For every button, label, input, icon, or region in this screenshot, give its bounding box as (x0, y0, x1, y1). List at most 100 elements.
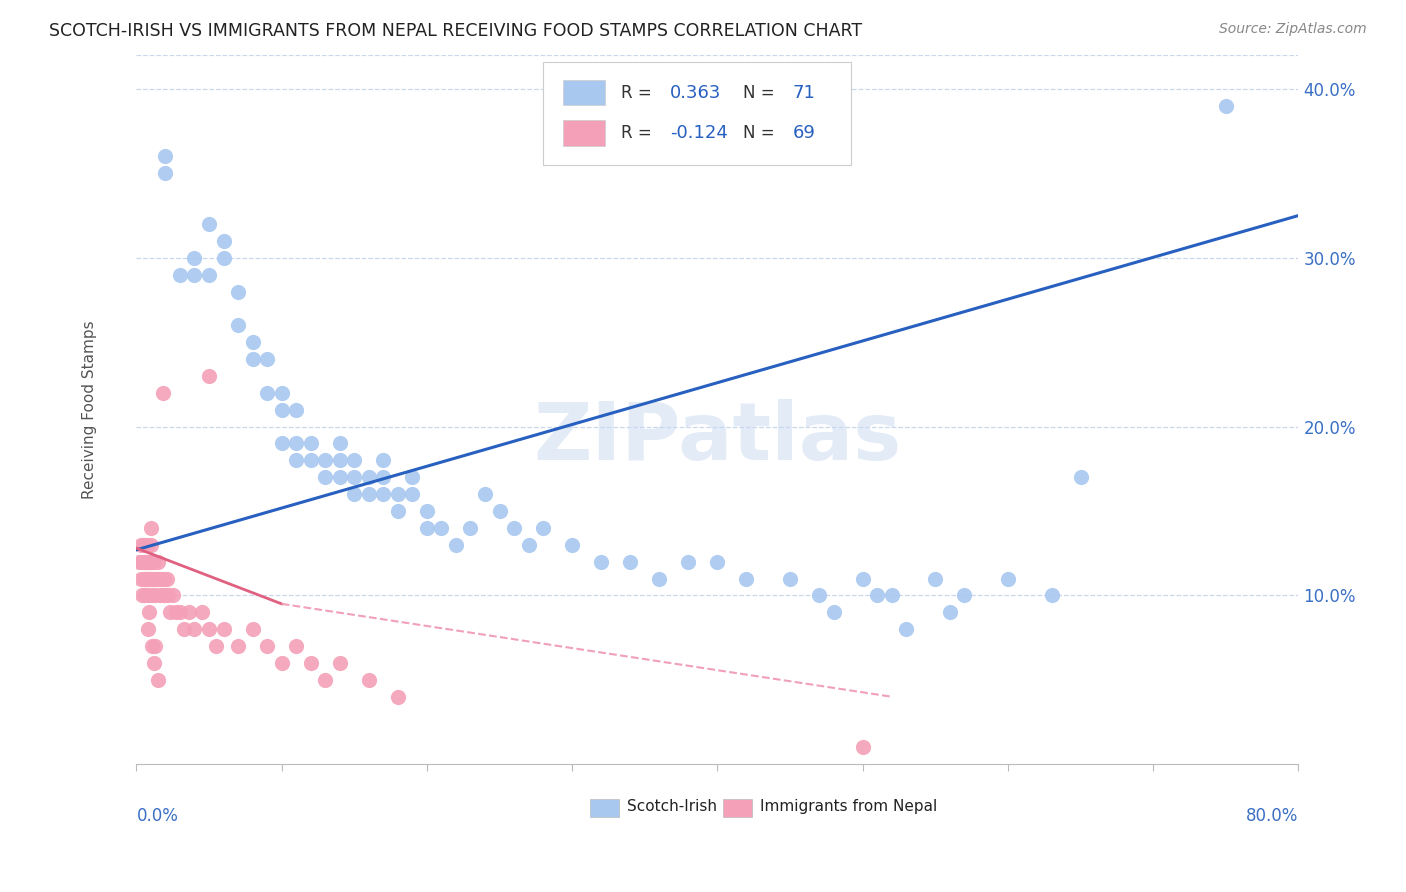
Point (159, 605, 181, 619)
Text: 80.0%: 80.0% (1246, 807, 1299, 825)
Point (387, 504, 409, 518)
Point (373, 453, 395, 467)
Text: N =: N = (742, 84, 780, 102)
Point (779, 572, 801, 586)
Point (198, 217, 221, 231)
Point (242, 622, 264, 636)
Text: 0.363: 0.363 (669, 84, 721, 102)
Point (401, 487, 423, 501)
Point (134, 572, 156, 586)
Point (183, 251, 205, 265)
Point (142, 555, 165, 569)
Text: R =: R = (621, 84, 657, 102)
Point (329, 453, 352, 467)
Point (226, 318, 249, 333)
Point (136, 555, 159, 569)
Point (155, 166, 177, 180)
Point (132, 555, 155, 569)
FancyBboxPatch shape (562, 80, 605, 105)
Point (387, 690, 409, 704)
Point (129, 538, 152, 552)
Point (531, 521, 554, 535)
Point (141, 589, 163, 603)
Point (896, 622, 918, 636)
Text: 0.0%: 0.0% (136, 807, 179, 825)
Point (924, 572, 946, 586)
Text: Receiving Food Stamps: Receiving Food Stamps (83, 320, 97, 499)
Point (561, 538, 583, 552)
Point (460, 521, 482, 535)
Point (135, 572, 157, 586)
Point (256, 352, 278, 367)
Point (430, 521, 453, 535)
Point (173, 622, 195, 636)
Point (169, 605, 191, 619)
Point (357, 673, 380, 687)
Point (162, 589, 184, 603)
Point (145, 572, 167, 586)
Point (880, 589, 903, 603)
FancyBboxPatch shape (543, 62, 851, 165)
Point (183, 622, 205, 636)
Point (314, 673, 336, 687)
Point (198, 268, 221, 282)
Point (866, 589, 889, 603)
Point (474, 487, 496, 501)
Point (488, 504, 510, 518)
Point (270, 385, 292, 400)
Point (177, 605, 200, 619)
Point (132, 572, 155, 586)
Point (343, 453, 366, 467)
Point (142, 656, 165, 670)
Point (270, 436, 292, 450)
Point (134, 589, 156, 603)
Point (1040, 589, 1063, 603)
Point (165, 605, 187, 619)
Point (139, 572, 162, 586)
Point (285, 402, 308, 417)
Point (157, 589, 180, 603)
FancyBboxPatch shape (562, 120, 605, 146)
Point (808, 589, 831, 603)
Point (1070, 470, 1092, 484)
Point (735, 572, 758, 586)
Point (270, 402, 292, 417)
Point (143, 639, 166, 653)
Point (141, 639, 163, 653)
Point (212, 251, 235, 265)
Point (517, 538, 540, 552)
Point (299, 453, 322, 467)
Point (131, 589, 153, 603)
Text: 71: 71 (793, 84, 815, 102)
Text: Scotch-Irish: Scotch-Irish (627, 799, 717, 814)
Point (153, 572, 176, 586)
Point (373, 470, 395, 484)
Text: SCOTCH-IRISH VS IMMIGRANTS FROM NEPAL RECEIVING FOOD STAMPS CORRELATION CHART: SCOTCH-IRISH VS IMMIGRANTS FROM NEPAL RE… (49, 22, 862, 40)
Point (152, 385, 174, 400)
Point (299, 656, 322, 670)
Point (285, 436, 308, 450)
Point (242, 335, 264, 350)
Point (270, 656, 292, 670)
Point (155, 589, 177, 603)
Point (141, 555, 163, 569)
Point (131, 555, 153, 569)
Point (155, 149, 177, 163)
FancyBboxPatch shape (723, 799, 752, 817)
Point (343, 470, 366, 484)
Point (591, 555, 613, 569)
Point (357, 487, 380, 501)
Point (139, 538, 162, 552)
Point (416, 504, 439, 518)
Point (142, 572, 165, 586)
Point (285, 453, 308, 467)
Point (706, 555, 728, 569)
Point (953, 589, 976, 603)
Point (198, 368, 221, 383)
Point (329, 470, 352, 484)
Point (373, 487, 395, 501)
Point (444, 538, 467, 552)
Point (256, 385, 278, 400)
Point (503, 521, 526, 535)
Point (152, 589, 174, 603)
